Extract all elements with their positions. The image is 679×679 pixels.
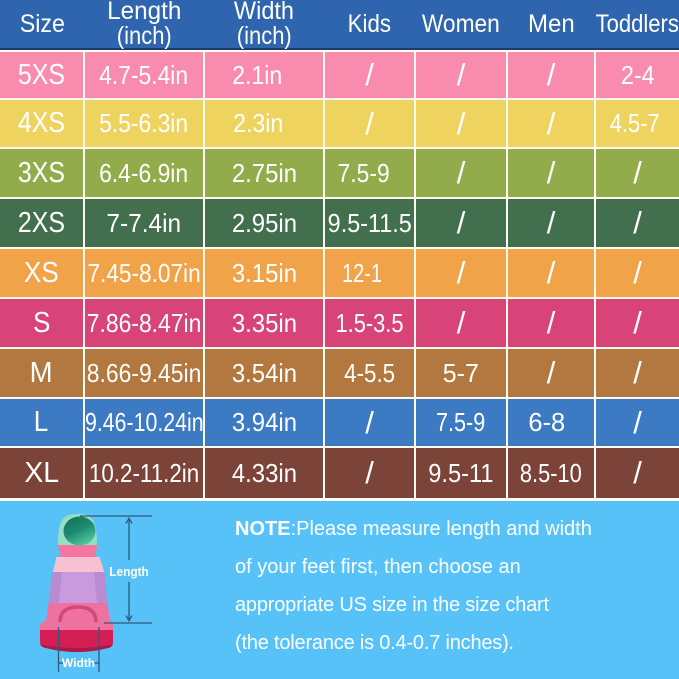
svg-text:Length: Length (109, 565, 149, 579)
svg-text:Width: Width (62, 656, 95, 670)
